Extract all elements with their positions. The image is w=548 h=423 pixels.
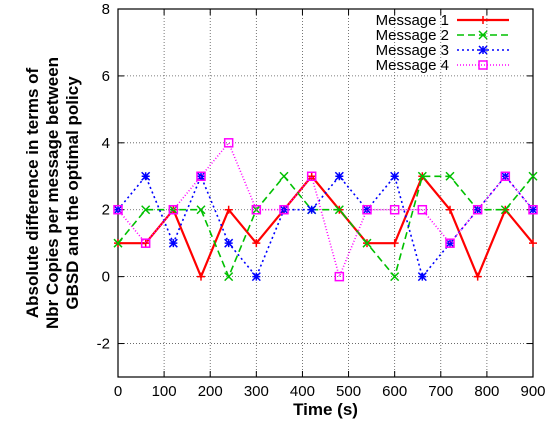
series-line — [117, 141, 534, 280]
x-tick-label: 500 — [336, 383, 361, 400]
point-marker — [445, 171, 455, 181]
point-marker — [472, 204, 483, 215]
point-marker — [113, 238, 123, 248]
point-marker — [528, 171, 538, 181]
point-marker — [500, 205, 510, 215]
x-tick-label: 400 — [290, 383, 315, 400]
point-marker — [473, 205, 483, 215]
point-marker — [334, 271, 345, 282]
y-tick-label: 8 — [102, 1, 110, 18]
legend-label: Message 2 — [376, 27, 449, 44]
y-tick-label: 2 — [102, 202, 110, 219]
point-marker — [141, 171, 151, 181]
point-marker — [168, 204, 179, 215]
point-marker — [252, 239, 261, 248]
series-line — [117, 174, 534, 279]
y-tick-label: 4 — [102, 135, 110, 152]
point-marker — [362, 205, 372, 215]
point-marker — [500, 171, 510, 181]
point-marker — [529, 239, 537, 248]
point-marker — [196, 205, 206, 215]
x-tick-label: 100 — [152, 383, 177, 400]
x-tick-label: 800 — [474, 383, 499, 400]
series-4 — [113, 138, 538, 282]
point-marker — [390, 171, 400, 181]
point-marker — [224, 238, 234, 248]
point-marker — [140, 238, 151, 248]
x-tick-label: 900 — [520, 383, 545, 400]
x-tick-label: 300 — [244, 383, 269, 400]
point-marker — [478, 30, 488, 40]
y-tick-label: -2 — [97, 336, 110, 353]
point-marker — [224, 205, 233, 214]
y-tick-label: 6 — [102, 68, 110, 85]
x-tick-label: 600 — [382, 383, 407, 400]
series-line — [117, 175, 534, 279]
y-axis-title-line: Absolute difference in terms of — [23, 68, 42, 319]
legend-label: Message 1 — [376, 12, 449, 29]
point-marker — [141, 205, 151, 215]
point-marker — [307, 172, 316, 181]
point-marker — [196, 171, 206, 181]
point-marker — [196, 171, 206, 182]
point-marker — [528, 204, 538, 215]
point-marker — [334, 171, 344, 181]
point-marker — [473, 272, 482, 281]
point-marker — [224, 272, 234, 282]
point-marker — [389, 204, 400, 215]
plot-frame — [117, 8, 534, 378]
point-marker — [362, 238, 372, 248]
series-3 — [113, 171, 538, 282]
point-marker — [223, 138, 234, 148]
point-marker — [417, 171, 427, 181]
point-marker — [251, 204, 262, 215]
point-marker — [445, 238, 455, 248]
point-marker — [141, 239, 150, 248]
point-marker — [251, 272, 261, 282]
point-marker — [168, 238, 178, 248]
point-marker — [334, 205, 344, 215]
point-marker — [113, 204, 123, 215]
x-tick-label: 700 — [428, 383, 453, 400]
point-marker — [528, 205, 538, 215]
point-marker — [197, 272, 205, 281]
point-marker — [417, 272, 427, 282]
point-marker — [390, 239, 399, 248]
point-marker — [113, 205, 123, 215]
point-marker — [500, 171, 511, 182]
y-axis-title-line: GBSD and the optimal policy — [63, 76, 82, 310]
point-marker — [306, 171, 317, 182]
x-tick-label: 0 — [114, 383, 122, 400]
point-marker — [279, 171, 289, 181]
x-axis-title: Time (s) — [293, 400, 358, 419]
point-marker — [390, 272, 400, 282]
legend-label: Message 4 — [376, 57, 449, 74]
point-marker — [279, 204, 289, 215]
point-marker — [446, 205, 454, 214]
y-axis-title-line: Nbr Copies per message between — [43, 57, 62, 329]
point-marker — [417, 204, 428, 215]
point-marker — [445, 238, 455, 248]
point-marker — [478, 45, 488, 55]
point-marker — [479, 16, 487, 24]
point-marker — [362, 204, 372, 215]
point-marker — [478, 60, 488, 70]
point-marker — [307, 205, 317, 215]
y-axis-title: Absolute difference in terms of Nbr Copie… — [23, 57, 82, 329]
legend-label: Message 3 — [376, 42, 449, 59]
y-tick-label: 0 — [102, 269, 110, 286]
x-tick-label: 200 — [198, 383, 223, 400]
